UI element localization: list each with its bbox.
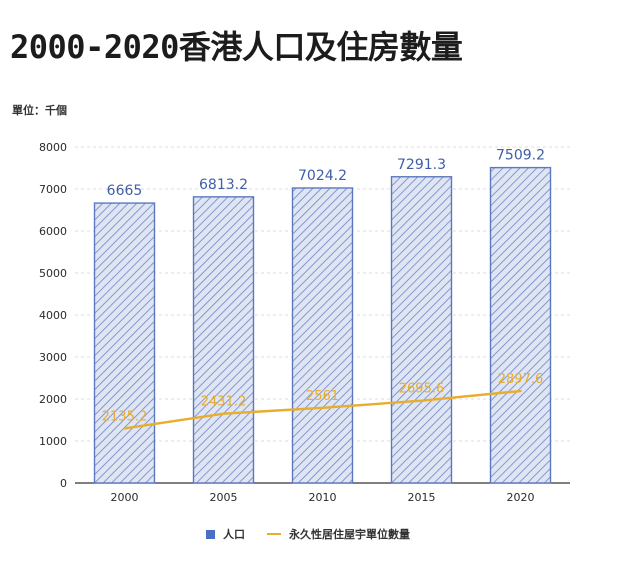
x-tick-label: 2005 bbox=[210, 491, 238, 504]
x-tick-label: 2010 bbox=[309, 491, 337, 504]
x-tick-label: 2015 bbox=[408, 491, 436, 504]
bar bbox=[93, 202, 156, 484]
line-value-label: 2431.2 bbox=[201, 395, 247, 410]
line-series bbox=[123, 389, 522, 430]
legend-label-line: 永久性居住屋宇單位數量 bbox=[289, 528, 410, 541]
legend-label-bars: 人口 bbox=[223, 528, 245, 541]
x-tick-label: 2000 bbox=[111, 491, 139, 504]
bar-value-label: 6813.2 bbox=[199, 177, 248, 193]
line-value-label: 2561 bbox=[306, 389, 339, 404]
bar-value-label: 7291.3 bbox=[397, 157, 446, 173]
x-tick-label: 2020 bbox=[507, 491, 535, 504]
y-tick-label: 4000 bbox=[39, 309, 67, 322]
y-tick-label: 3000 bbox=[39, 351, 67, 364]
y-tick-label: 8000 bbox=[39, 141, 67, 154]
unit-label: 單位：千個 bbox=[12, 104, 67, 117]
bar-value-label: 7509.2 bbox=[496, 148, 545, 164]
legend-swatch-line bbox=[267, 533, 281, 535]
bar bbox=[192, 196, 255, 484]
y-tick-label: 5000 bbox=[39, 267, 67, 280]
y-tick-label: 0 bbox=[60, 477, 67, 490]
y-tick-label: 2000 bbox=[39, 393, 67, 406]
line-value-label: 2135.2 bbox=[102, 409, 148, 424]
y-tick-label: 7000 bbox=[39, 183, 67, 196]
legend-swatch-bars bbox=[206, 529, 215, 539]
bar bbox=[291, 187, 354, 484]
y-tick-label: 6000 bbox=[39, 225, 67, 238]
bar bbox=[489, 166, 552, 484]
chart-title: 2000-2020香港人口及住房數量 bbox=[10, 28, 463, 66]
bar-value-label: 6665 bbox=[107, 183, 143, 199]
y-tick-label: 1000 bbox=[39, 435, 67, 448]
legend: 人口 永久性居住屋宇單位數量 bbox=[206, 526, 410, 542]
line-value-label: 2695.6 bbox=[399, 382, 445, 397]
bar bbox=[390, 176, 453, 484]
bar-value-label: 7024.2 bbox=[298, 168, 347, 184]
line-value-label: 2897.6 bbox=[498, 372, 544, 387]
